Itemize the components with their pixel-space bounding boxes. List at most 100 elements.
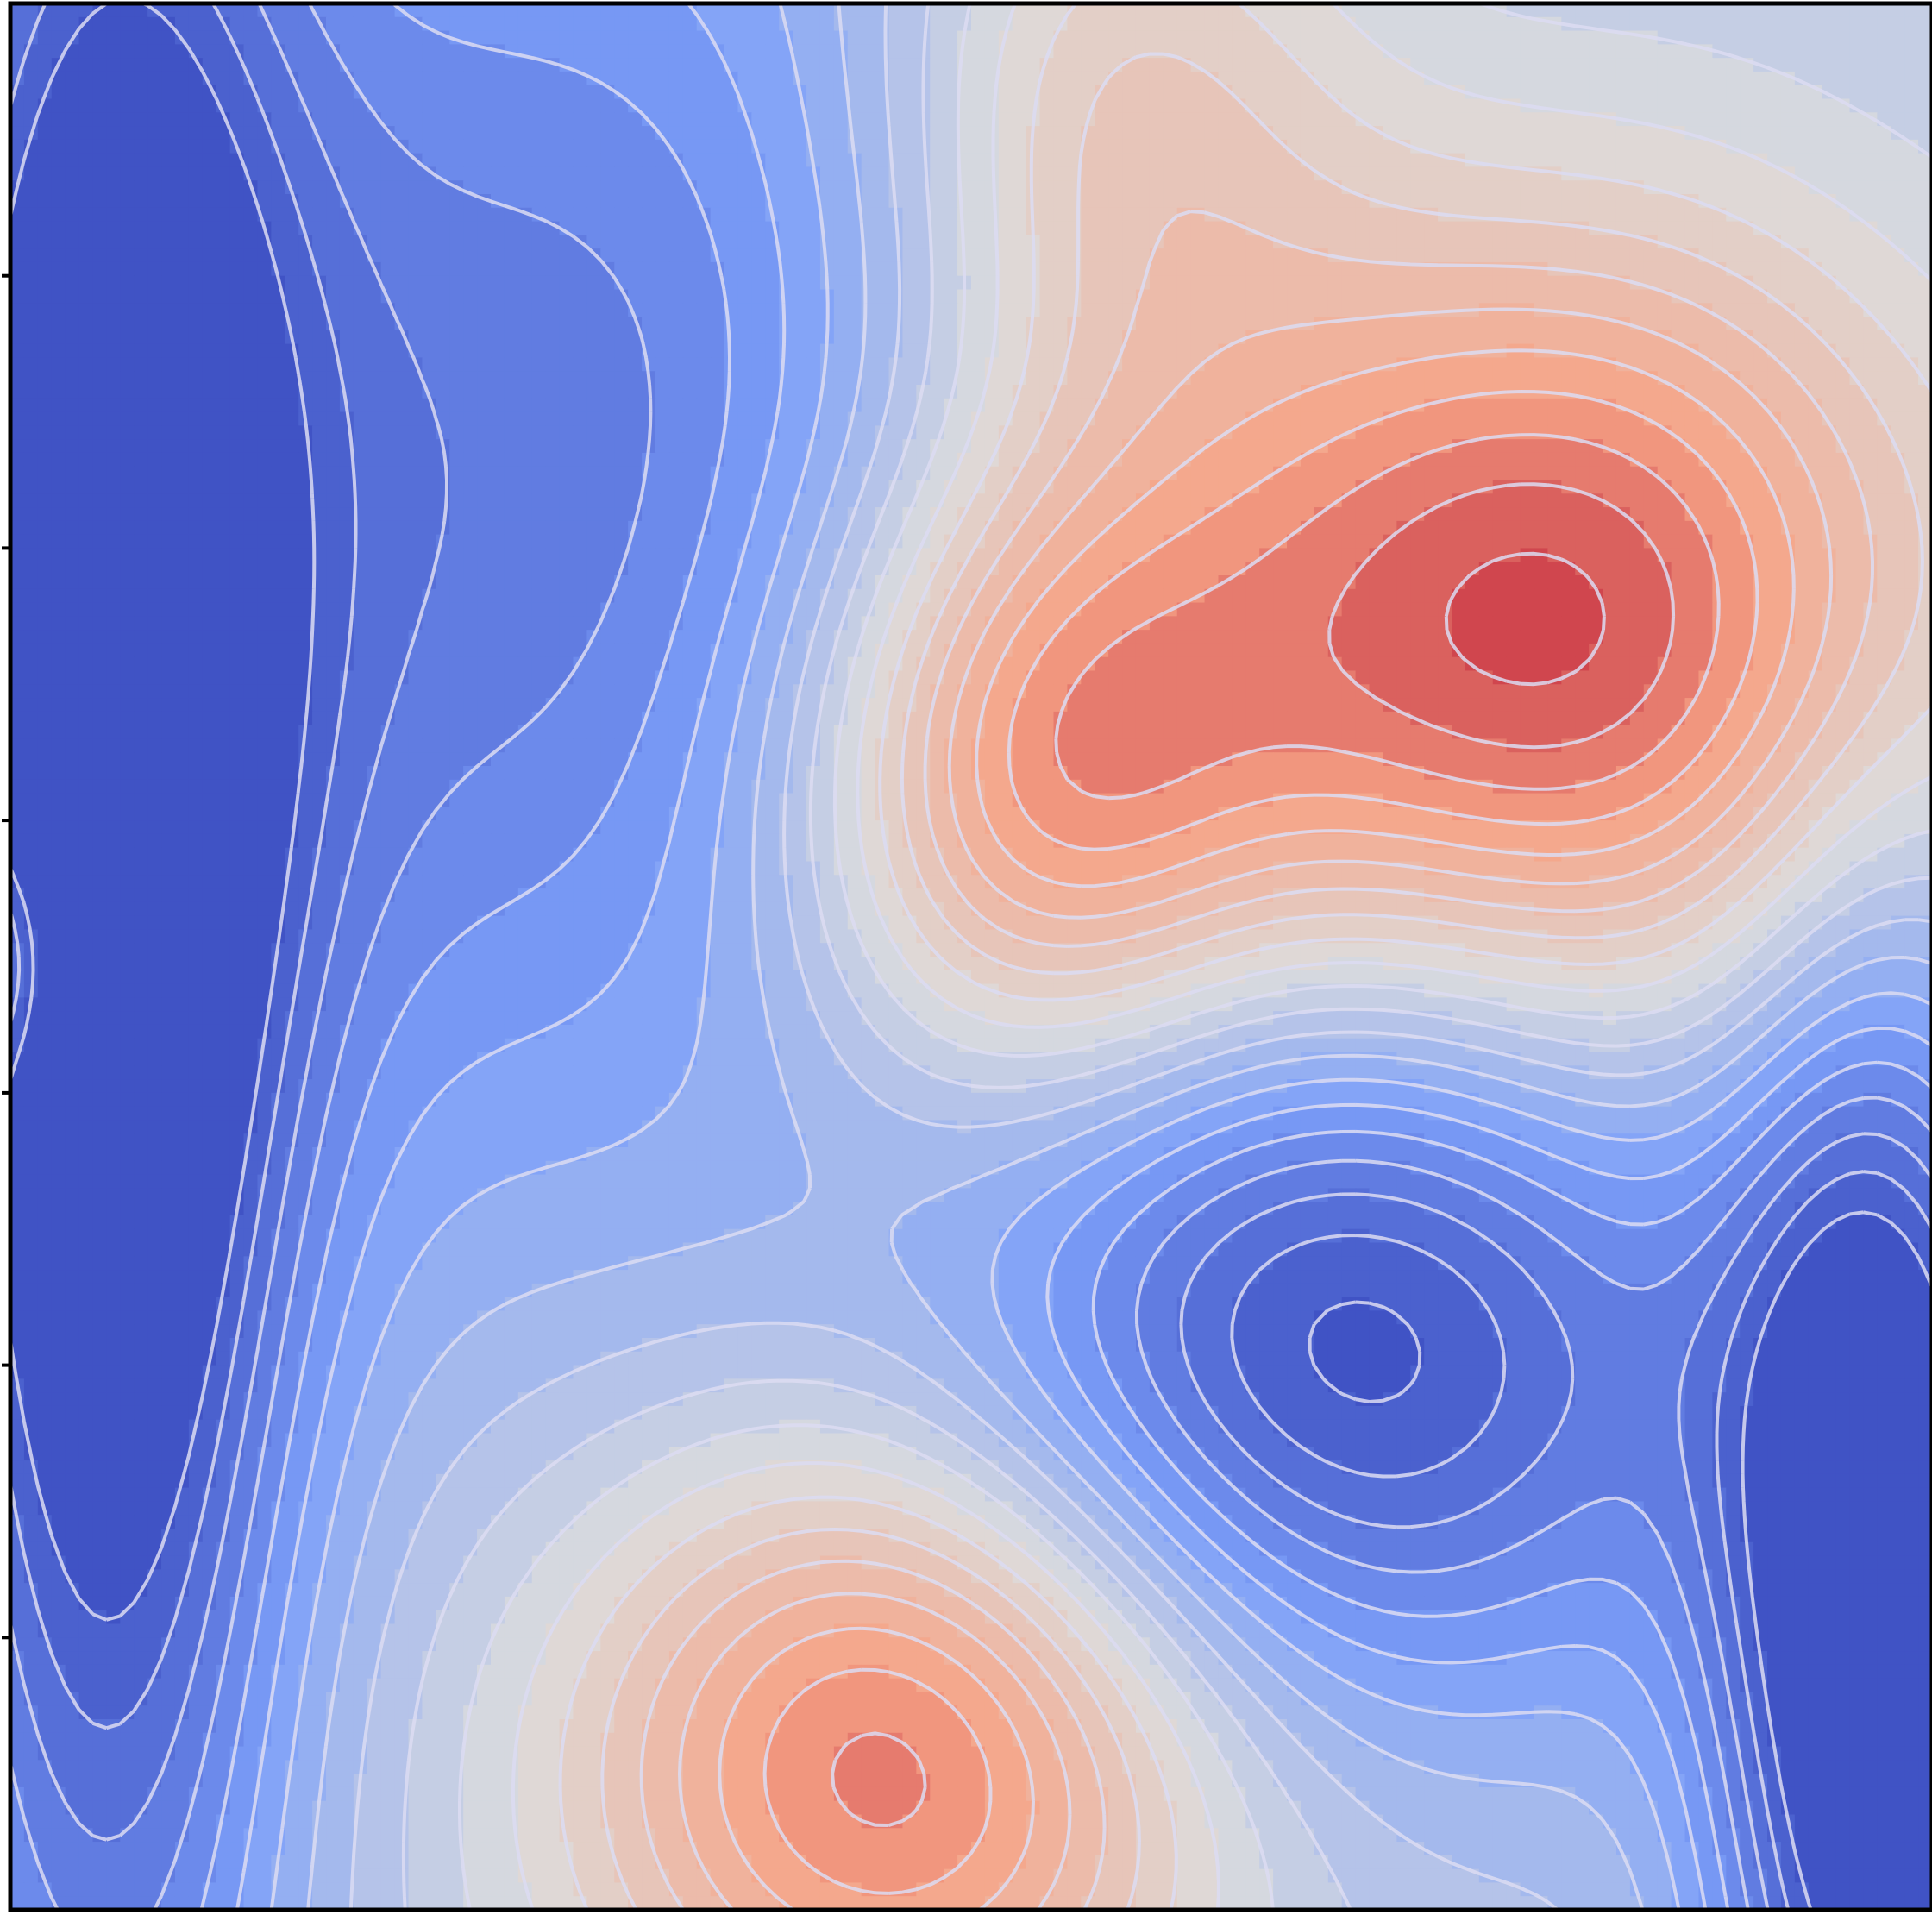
heatmap-cell (806, 222, 821, 235)
heatmap-cell (1177, 180, 1192, 194)
heatmap-cell (1013, 262, 1027, 276)
heatmap-cell (586, 17, 601, 31)
heatmap-cell (737, 58, 752, 72)
heatmap-cell (1575, 330, 1590, 344)
heatmap-cell (147, 344, 162, 358)
heatmap-cell (120, 399, 135, 412)
heatmap-cell (1081, 262, 1095, 276)
heatmap-cell (1314, 330, 1329, 344)
heatmap-cell (477, 222, 492, 235)
heatmap-cell (367, 31, 382, 45)
heatmap-cell (1314, 480, 1329, 494)
heatmap-cell (134, 112, 148, 126)
heatmap-cell (1781, 344, 1796, 358)
heatmap-cell (737, 262, 752, 276)
heatmap-cell (1356, 262, 1371, 276)
heatmap-cell (161, 317, 176, 330)
heatmap-cell (944, 425, 958, 439)
heatmap-cell (203, 166, 217, 180)
heatmap-cell (491, 439, 505, 453)
heatmap-cell (312, 85, 327, 99)
heatmap-cell (683, 154, 698, 167)
heatmap-cell (1218, 439, 1233, 453)
heatmap-cell (560, 399, 574, 412)
heatmap-cell (92, 480, 107, 494)
heatmap-cell (354, 276, 368, 290)
heatmap-cell (230, 194, 245, 208)
heatmap-cell (1205, 180, 1220, 194)
heatmap-cell (573, 154, 587, 167)
heatmap-cell (106, 439, 121, 453)
heatmap-cell (312, 480, 327, 494)
heatmap-cell (1150, 330, 1164, 344)
heatmap-cell (560, 166, 574, 180)
heatmap-cell (1767, 140, 1782, 154)
heatmap-cell (1424, 180, 1439, 194)
heatmap-cell (1479, 72, 1494, 85)
heatmap-cell (120, 58, 135, 72)
heatmap-cell (1891, 112, 1905, 126)
heatmap-cell (1904, 290, 1919, 304)
heatmap-cell (848, 317, 862, 330)
heatmap-cell (518, 439, 533, 453)
heatmap-cell (491, 344, 505, 358)
heatmap-cell (1795, 208, 1810, 222)
heatmap-cell (1685, 357, 1700, 371)
heatmap-cell (1013, 126, 1027, 140)
heatmap-cell (669, 467, 684, 480)
heatmap-cell (1479, 276, 1494, 290)
heatmap-cell (66, 439, 80, 453)
heatmap-cell (79, 235, 94, 248)
heatmap-cell (1836, 85, 1851, 99)
heatmap-cell (147, 248, 162, 262)
heatmap-cell (1479, 166, 1494, 180)
heatmap-cell (875, 276, 890, 290)
heatmap-cell (147, 330, 162, 344)
heatmap-cell (1136, 344, 1151, 358)
heatmap-cell (134, 453, 148, 467)
heatmap-cell (1863, 208, 1878, 222)
heatmap-cell (1822, 112, 1837, 126)
heatmap-cell (737, 439, 752, 453)
heatmap-cell (656, 194, 670, 208)
heatmap-cell (189, 72, 204, 85)
heatmap-cell (1561, 140, 1576, 154)
heatmap-cell (1809, 112, 1823, 126)
heatmap-cell (518, 235, 533, 248)
heatmap-cell (1081, 222, 1095, 235)
heatmap-cell (1164, 276, 1178, 290)
heatmap-cell (1342, 453, 1357, 467)
heatmap-cell (1685, 425, 1700, 439)
heatmap-cell (669, 480, 684, 494)
heatmap-cell (600, 126, 615, 140)
heatmap-cell (1301, 371, 1315, 385)
heatmap-cell (491, 412, 505, 426)
heatmap-cell (1465, 330, 1480, 344)
heatmap-cell (134, 399, 148, 412)
heatmap-cell (1850, 262, 1865, 276)
heatmap-cell (66, 303, 80, 317)
heatmap-cell (806, 17, 821, 31)
heatmap-cell (930, 222, 944, 235)
heatmap-cell (477, 453, 492, 467)
heatmap-cell (1740, 303, 1754, 317)
heatmap-cell (298, 17, 313, 31)
heatmap-cell (381, 208, 396, 222)
heatmap-cell (66, 453, 80, 467)
heatmap-cell (203, 317, 217, 330)
heatmap-cell (697, 154, 712, 167)
heatmap-cell (1493, 235, 1508, 248)
heatmap-cell (1081, 194, 1095, 208)
heatmap-cell (1452, 112, 1466, 126)
heatmap-cell (930, 399, 944, 412)
heatmap-cell (1164, 166, 1178, 180)
heatmap-cell (1328, 140, 1343, 154)
heatmap-cell (546, 276, 561, 290)
heatmap-cell (724, 371, 739, 385)
heatmap-cell (751, 248, 766, 262)
heatmap-cell (971, 262, 986, 276)
heatmap-cell (546, 290, 561, 304)
heatmap-cell (889, 58, 904, 72)
heatmap-cell (600, 467, 615, 480)
heatmap-cell (683, 453, 698, 467)
